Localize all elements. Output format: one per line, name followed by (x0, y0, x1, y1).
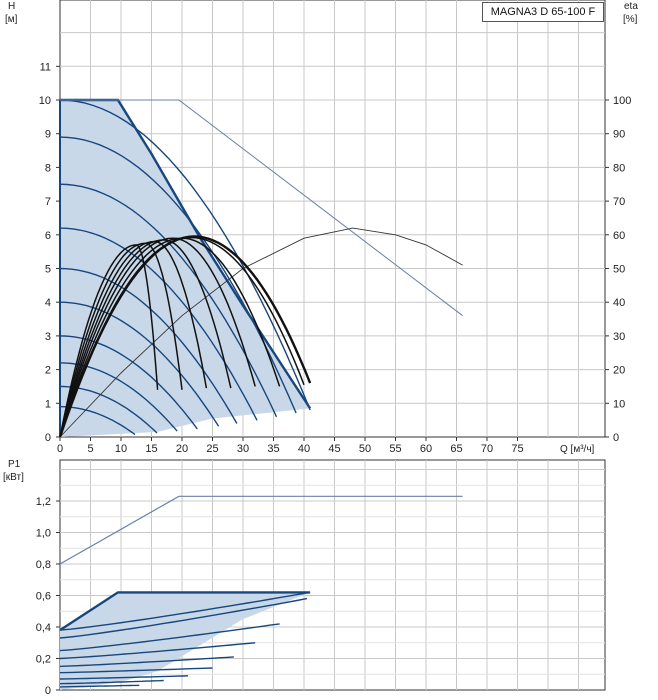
y-tick-label: 8 (45, 162, 51, 174)
y-tick-label: 1 (45, 398, 51, 410)
y2-tick-label: 40 (613, 297, 625, 309)
top-operating-area (60, 100, 311, 437)
model-label: MAGNA3 D 65-100 F (482, 2, 604, 22)
y-tick-label: 10 (39, 95, 51, 107)
power-curve (59, 656, 234, 668)
x-tick-label: 35 (267, 443, 279, 455)
top-xlabel: Q [м³/ч] (560, 444, 595, 455)
y-tick-label: 9 (45, 129, 51, 141)
power-curve (59, 667, 213, 674)
x-tick-label: 55 (389, 443, 401, 455)
bottom-y-tick-label: 0 (45, 685, 51, 697)
x-tick-label: 65 (450, 443, 462, 455)
power-curve (59, 679, 164, 685)
bottom-ylabel-line2: [кВт] (3, 472, 24, 483)
y-tick-label: 4 (45, 297, 51, 309)
x-tick-label: 40 (298, 443, 310, 455)
bottom-y-tick-label: 0,4 (36, 622, 51, 634)
x-tick-label: 45 (328, 443, 340, 455)
power-curve (59, 684, 140, 688)
eta-curve (59, 227, 463, 438)
hq-curve (59, 301, 220, 427)
y2-tick-label: 100 (613, 95, 631, 107)
top-ylabel-line1: H (8, 1, 15, 12)
y-tick-label: 7 (45, 196, 51, 208)
x-tick-label: 15 (145, 443, 157, 455)
y2-tick-label: 80 (613, 162, 625, 174)
y-tick-label: 6 (45, 230, 51, 242)
bottom-y-tick-label: 0,2 (36, 654, 51, 666)
power-curve (59, 675, 189, 680)
h-max-line (60, 99, 463, 317)
y2-tick-label: 10 (613, 398, 625, 410)
y2-tick-label: 70 (613, 196, 625, 208)
power-curve (59, 591, 311, 631)
power-curve (59, 623, 280, 652)
bottom-y-tick-label: 1,2 (36, 496, 51, 508)
power-flow-plot: 0 0,2 0,4 0,6 0,8 1,0 1,2 (36, 459, 606, 697)
y-tick-label: 5 (45, 264, 51, 276)
y-tick-label: 11 (40, 61, 51, 73)
bottom-y-tick-label: 1,0 (36, 528, 51, 540)
y2-tick-label: 30 (613, 331, 625, 343)
bottom-y-tick-label: 0,8 (36, 559, 51, 571)
head-flow-plot: 0 5 10 15 20 25 30 35 40 45 50 55 60 65 70 750123456789… (39, 0, 631, 455)
x-tick-label: 10 (115, 443, 127, 455)
power-max-curve (59, 591, 311, 632)
y-tick-label: 0 (45, 432, 51, 444)
bottom-ylabel-line1: P1 (8, 459, 21, 470)
power-curve (59, 597, 308, 639)
y2-tick-label: 20 (613, 365, 625, 377)
top-y2label-line1: eta (624, 1, 638, 12)
bottom-y-tick-label: 0,6 (36, 591, 51, 603)
y2-tick-label: 60 (613, 230, 625, 242)
y-tick-label: 3 (45, 331, 51, 343)
x-tick-label: 5 (87, 443, 93, 455)
x-tick-label: 70 (481, 443, 493, 455)
x-tick-label: 0 (57, 443, 63, 455)
x-tick-label: 30 (237, 443, 249, 455)
x-tick-label: 75 (511, 443, 523, 455)
x-tick-label: 60 (420, 443, 432, 455)
efficiency-curve (58, 235, 312, 438)
top-ylabel-line2: [м] (5, 14, 18, 25)
x-tick-label: 50 (359, 443, 371, 455)
y2-tick-label: 50 (613, 264, 625, 276)
hq-curve (59, 267, 238, 424)
power-max-line (59, 495, 463, 565)
hq-curve (59, 99, 311, 411)
hq-curve (59, 183, 278, 418)
y2-tick-label: 90 (613, 129, 625, 141)
y2-tick-label: 0 (613, 432, 619, 444)
x-tick-label: 25 (206, 443, 218, 455)
efficiency-curve (59, 237, 256, 438)
top-y2label-line2: [%] (623, 14, 638, 25)
power-curve (59, 642, 256, 660)
x-tick-label: 20 (176, 443, 188, 455)
bottom-operating-area (60, 592, 311, 690)
hq-curve (60, 406, 136, 436)
y-tick-label: 2 (45, 365, 51, 377)
